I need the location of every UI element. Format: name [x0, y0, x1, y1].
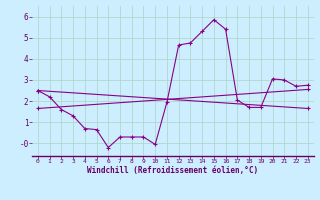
X-axis label: Windchill (Refroidissement éolien,°C): Windchill (Refroidissement éolien,°C): [87, 166, 258, 175]
